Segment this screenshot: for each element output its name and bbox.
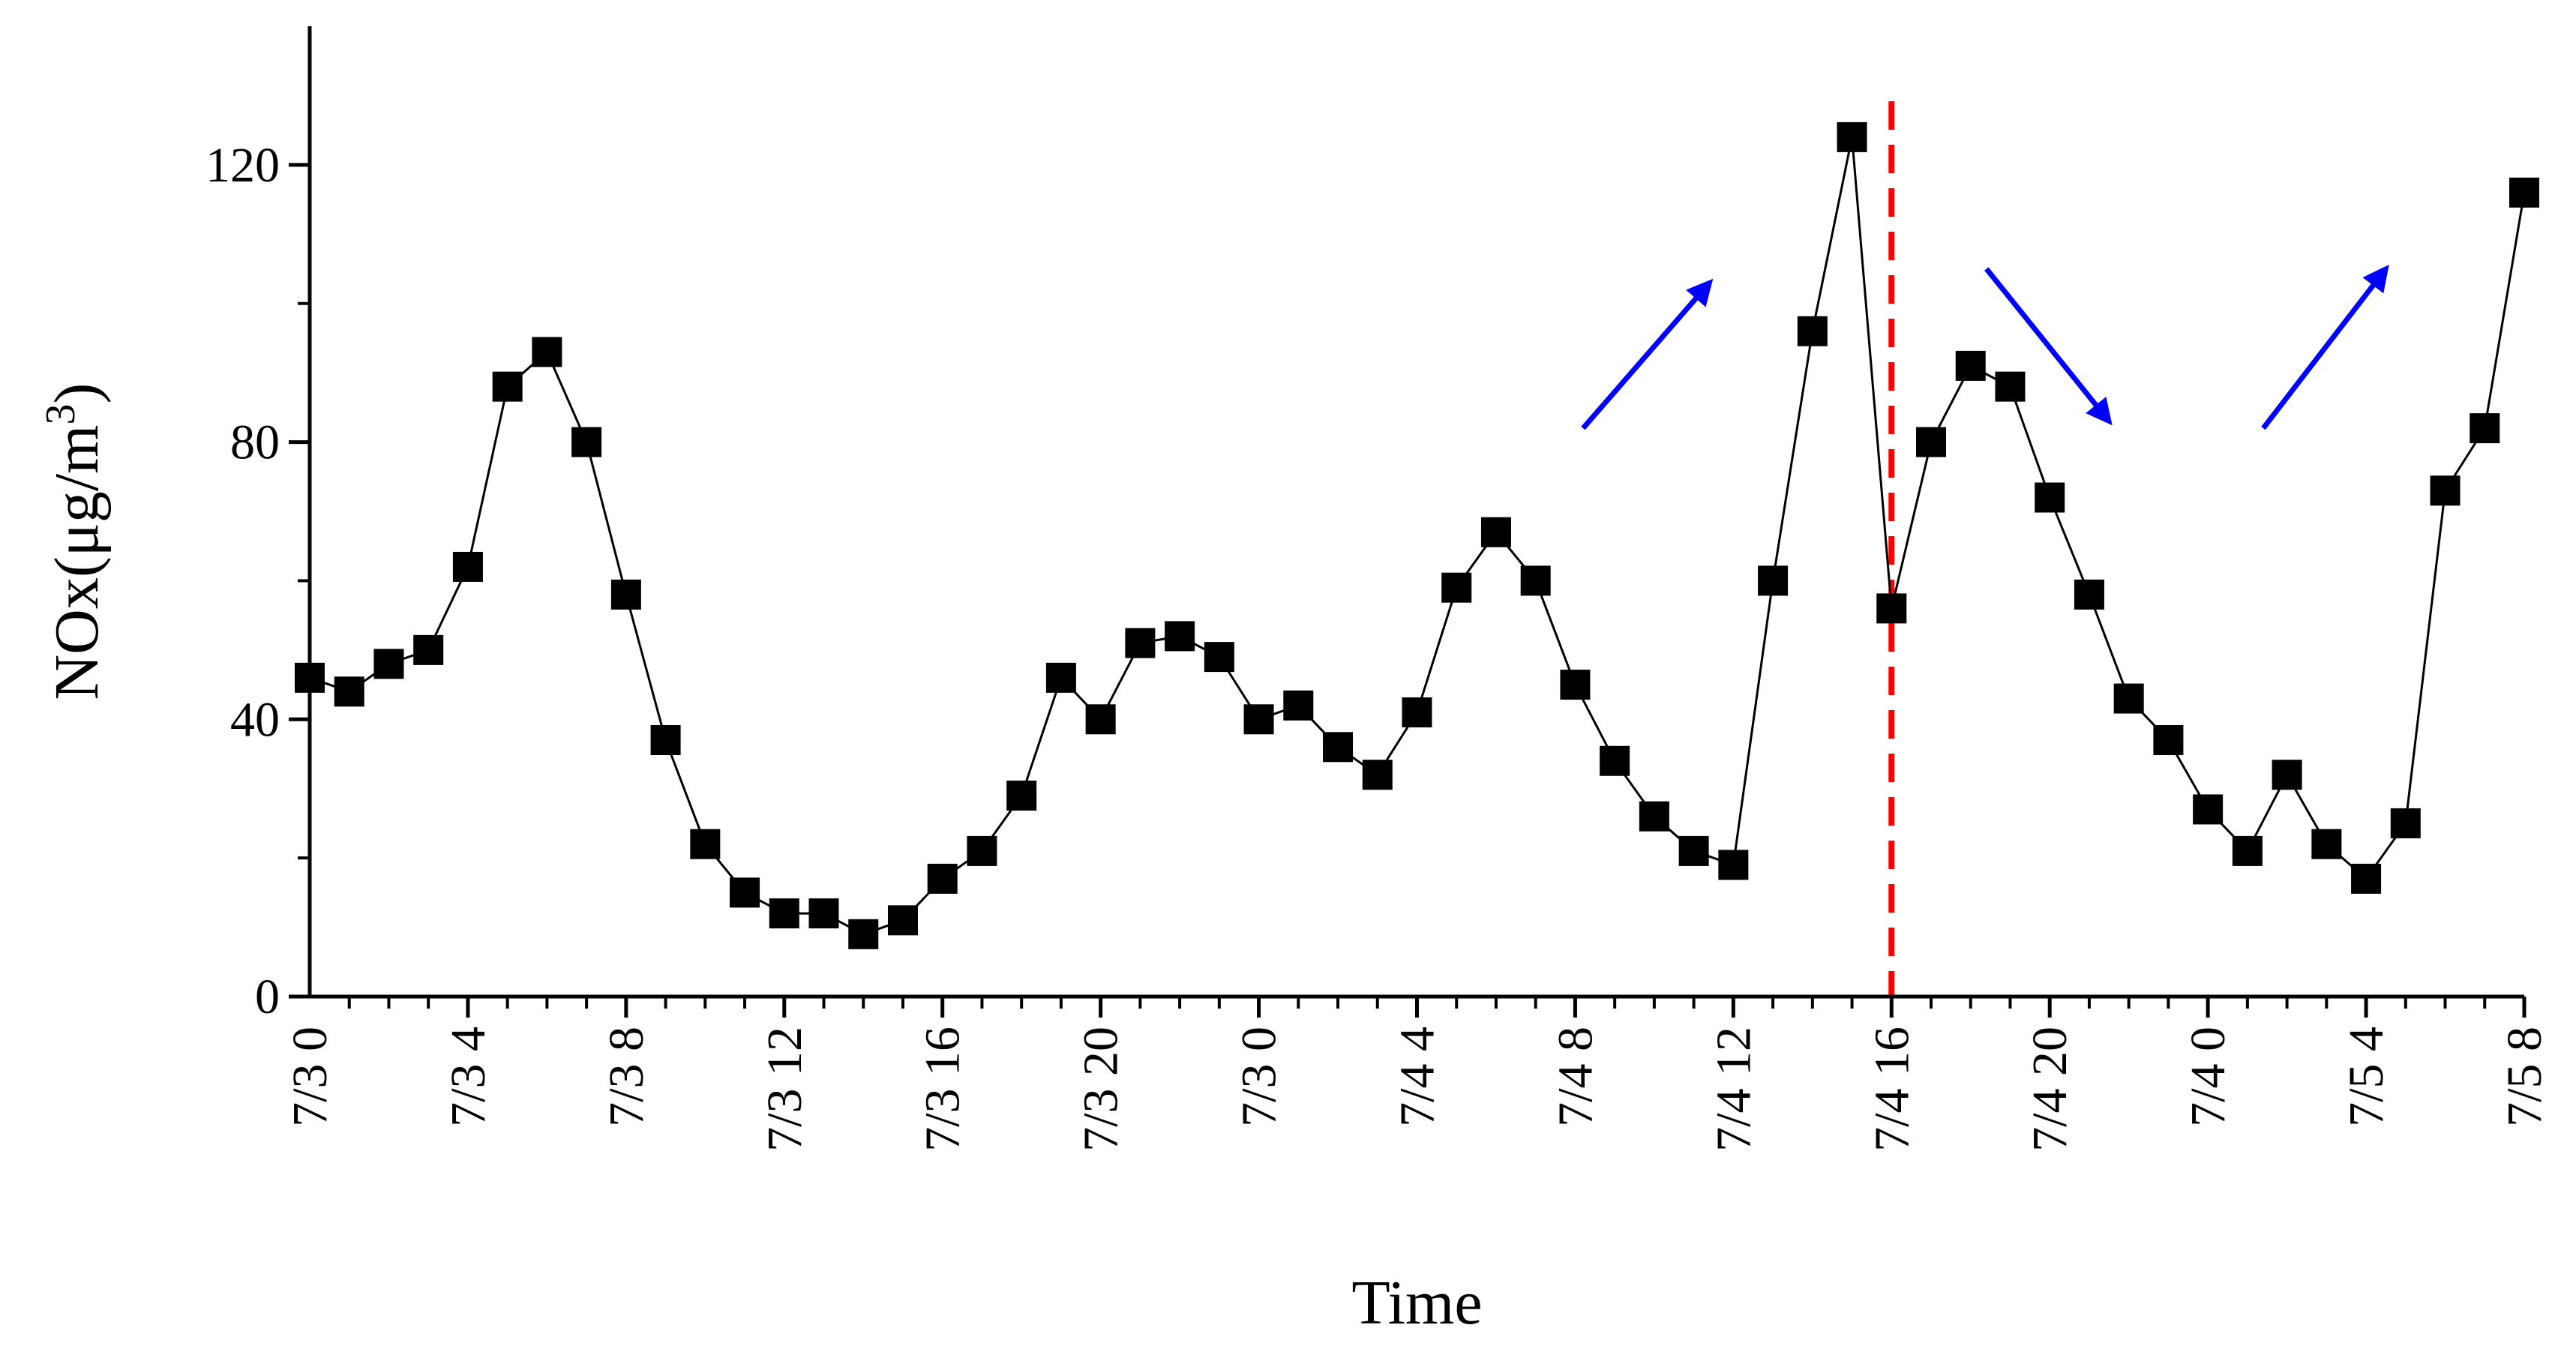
data-point-marker — [1876, 593, 1907, 624]
series-layer — [295, 121, 2539, 949]
axes-layer: 0 40 80 120 7/3 0 7/3 4 7/3 8 7/3 12 7/3 16 7/3 2… — [205, 26, 2552, 1152]
data-point-marker — [2035, 482, 2065, 513]
data-point-marker — [532, 337, 562, 367]
data-point-marker — [334, 676, 364, 707]
data-point-marker — [1560, 670, 1591, 700]
data-point-marker — [452, 551, 483, 582]
x-tick-label: 7/4 4 — [1390, 1027, 1445, 1127]
x-axis-title: Time — [1351, 1268, 1482, 1338]
data-point-marker — [2509, 177, 2539, 208]
blue-trend-arrow — [1984, 267, 2113, 426]
data-point-marker — [1125, 628, 1156, 658]
x-tick-label: 7/4 20 — [2023, 1027, 2077, 1152]
data-point-marker — [1402, 697, 1432, 728]
data-point-marker — [2193, 794, 2224, 825]
data-point-marker — [1204, 642, 1234, 673]
data-point-marker — [1006, 780, 1037, 811]
data-point-marker — [1165, 621, 1195, 652]
x-tick-label: 7/3 20 — [1074, 1027, 1129, 1152]
data-point-marker — [1758, 565, 1789, 596]
data-point-marker — [650, 725, 681, 756]
x-tick-label: 7/4 8 — [1548, 1027, 1603, 1127]
x-tick-label: 7/3 16 — [916, 1027, 970, 1152]
data-point-marker — [1995, 371, 2026, 402]
data-point-marker — [1085, 704, 1116, 735]
data-point-marker — [610, 579, 641, 610]
x-tick-label: 7/3 0 — [283, 1027, 337, 1127]
data-point-marker — [2272, 760, 2302, 790]
data-point-marker — [690, 829, 721, 859]
x-tick-label: 7/4 12 — [1706, 1027, 1761, 1152]
y-tick-label: 40 — [230, 692, 280, 747]
y-axis-title: NOx(μg/m3) — [37, 383, 112, 700]
data-point-marker — [2470, 413, 2500, 444]
data-point-marker — [2390, 808, 2421, 838]
data-point-marker — [571, 427, 602, 457]
data-point-marker — [2311, 829, 2342, 859]
x-tick-label: 7/4 0 — [2181, 1027, 2236, 1127]
x-tick-label: 7/5 8 — [2497, 1027, 2552, 1127]
data-point-marker — [1600, 745, 1630, 776]
y-axis-title-superscript: 3 — [37, 403, 84, 424]
data-point-marker — [769, 898, 799, 929]
data-point-marker — [1283, 690, 1314, 721]
x-tick-label: 7/3 4 — [441, 1027, 496, 1127]
data-point-marker — [927, 863, 958, 894]
data-point-marker — [1362, 760, 1393, 790]
data-point-marker — [1837, 121, 1867, 152]
data-point-marker — [1480, 517, 1511, 547]
data-point-marker — [1045, 662, 1076, 693]
data-point-marker — [848, 919, 879, 949]
y-axis-title-close: ) — [42, 383, 112, 404]
data-point-marker — [2153, 725, 2184, 756]
data-point-marker — [1323, 732, 1354, 763]
data-point-marker — [2351, 863, 2382, 894]
data-point-marker — [1678, 835, 1709, 866]
data-point-marker — [887, 905, 918, 936]
annotation-layer — [1581, 101, 2389, 997]
data-point-marker — [808, 898, 839, 929]
data-point-marker — [1441, 572, 1472, 603]
y-axis-title-main: NOx(μg/m — [42, 424, 112, 700]
y-tick-label: 120 — [205, 138, 280, 193]
y-tick-label: 80 — [230, 415, 280, 470]
y-tick-label: 0 — [255, 970, 280, 1024]
data-point-marker — [2232, 835, 2263, 866]
x-tick-label: 7/3 12 — [757, 1027, 812, 1152]
data-point-marker — [2113, 683, 2144, 714]
blue-trend-arrow — [2261, 264, 2389, 430]
x-tick-label: 7/3 8 — [599, 1027, 654, 1127]
data-point-marker — [1916, 427, 1947, 457]
data-point-marker — [2074, 579, 2104, 610]
data-point-marker — [1243, 704, 1274, 735]
data-point-marker — [2430, 475, 2461, 506]
x-tick-label: 7/4 16 — [1864, 1027, 1919, 1152]
data-point-marker — [1955, 350, 1986, 381]
data-point-marker — [373, 649, 404, 679]
data-point-marker — [730, 877, 760, 908]
labels-layer: Time NOx(μg/m3) — [37, 383, 1483, 1339]
data-point-marker — [492, 371, 523, 402]
x-tick-label: 7/5 4 — [2339, 1027, 2394, 1127]
data-point-marker — [967, 835, 997, 866]
data-point-marker — [1639, 801, 1669, 832]
blue-trend-arrow — [1581, 278, 1714, 430]
data-point-marker — [1718, 850, 1749, 880]
data-point-marker — [1520, 565, 1551, 596]
data-point-marker — [413, 634, 444, 665]
data-point-marker — [1797, 316, 1828, 346]
x-tick-label: 7/3 0 — [1232, 1027, 1287, 1127]
